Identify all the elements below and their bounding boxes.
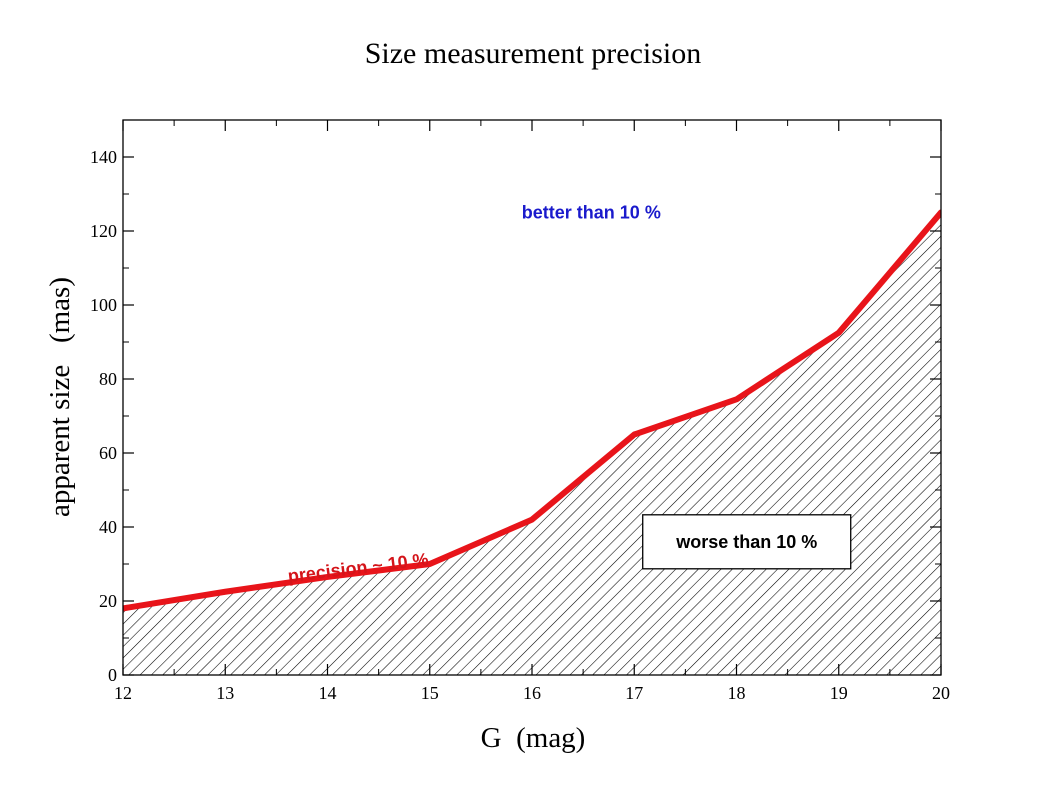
x-tick-label: 14 <box>319 683 337 703</box>
x-tick-label: 19 <box>830 683 848 703</box>
annotation-above: better than 10 % <box>522 203 661 223</box>
annotation-text: worse than 10 % <box>675 532 817 552</box>
y-tick-label: 140 <box>90 147 117 167</box>
x-tick-label: 16 <box>523 683 541 703</box>
annotation-box <box>642 514 852 570</box>
y-tick-label: 100 <box>90 295 117 315</box>
x-tick-label: 17 <box>625 683 643 703</box>
y-axis-label: apparent size (mas) <box>44 277 76 517</box>
y-tick-label: 0 <box>108 665 117 685</box>
annotation-text: better than 10 % <box>522 203 661 223</box>
x-tick-label: 13 <box>216 683 234 703</box>
y-tick-label: 20 <box>99 591 117 611</box>
x-tick-label: 18 <box>728 683 746 703</box>
x-tick-label: 20 <box>932 683 950 703</box>
y-tick-label: 120 <box>90 221 117 241</box>
annotation-below: worse than 10 % <box>642 514 852 570</box>
x-tick-label: 15 <box>421 683 439 703</box>
y-tick-label: 40 <box>99 517 117 537</box>
x-tick-label: 12 <box>114 683 132 703</box>
y-tick-label: 80 <box>99 369 117 389</box>
chart-title: Size measurement precision <box>365 37 702 70</box>
y-tick-label: 60 <box>99 443 117 463</box>
area-fill-series-0 <box>123 212 941 675</box>
x-axis-label: G (mag) <box>481 722 586 754</box>
